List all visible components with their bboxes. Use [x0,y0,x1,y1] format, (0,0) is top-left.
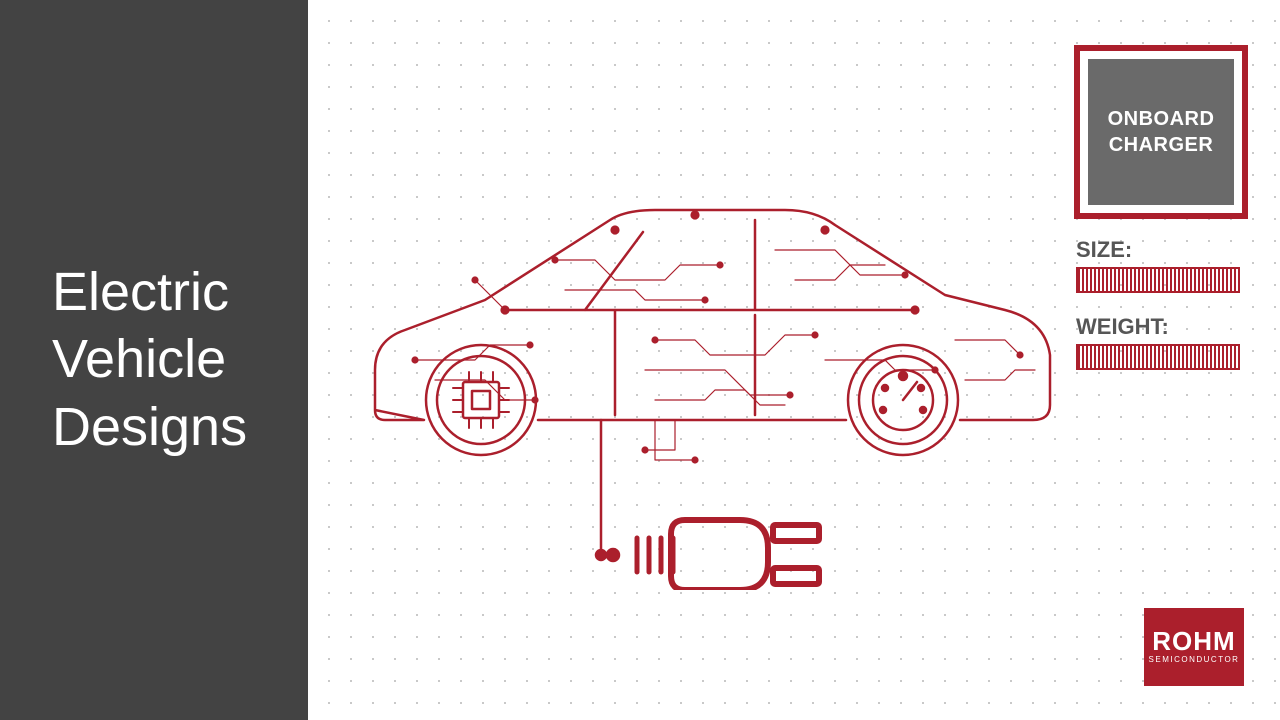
size-bar [1076,267,1240,293]
rohm-logo: ROHM SEMICONDUCTOR [1144,608,1244,686]
title-line-3: Designs [52,397,247,457]
weight-bar [1076,344,1240,370]
page-title: Electric Vehicle Designs [52,259,247,462]
logo-sub: SEMICONDUCTOR [1144,655,1244,664]
weight-label: WEIGHT: [1076,314,1169,340]
sidebar: Electric Vehicle Designs [0,0,308,720]
onboard-line-1: ONBOARD [1108,108,1215,130]
onboard-charger-box: ONBOARD CHARGER [1074,45,1248,219]
logo-brand: ROHM [1144,626,1244,657]
onboard-charger-label: ONBOARD CHARGER [1088,59,1234,205]
onboard-line-2: CHARGER [1109,134,1214,156]
car-circuit-diagram [355,160,1055,590]
title-line-1: Electric [52,262,229,322]
title-line-2: Vehicle [52,329,226,389]
stage: Electric Vehicle Designs [0,0,1280,720]
size-label: SIZE: [1076,237,1132,263]
